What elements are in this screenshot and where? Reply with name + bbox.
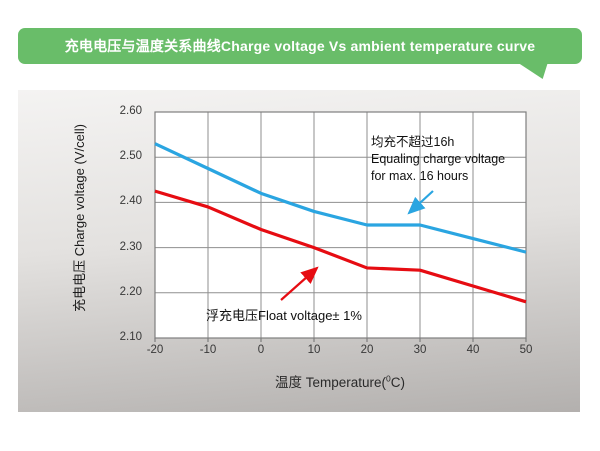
x-tick-label: 10 [307,344,321,356]
float-arrow-icon [280,266,319,301]
chart-title: 充电电压与温度关系曲线Charge voltage Vs ambient tem… [64,38,536,54]
y-tick-label: 2.50 [119,150,142,163]
annotation-equalizing-charge: 均充不超过16h Equaling charge voltage for max… [371,135,506,183]
float-voltage-line [154,189,527,304]
title-banner: 充电电压与温度关系曲线Charge voltage Vs ambient tem… [18,28,582,64]
y-tick-label: 2.60 [119,105,142,117]
y-tick-label: 2.40 [119,195,142,208]
annotation-float-voltage: 浮充电压Float voltage± 1% [206,308,362,323]
equalize-arrow-icon [407,190,434,215]
grid-lines [155,112,526,338]
plot-area [155,112,526,338]
y-tick-label: 2.20 [119,285,142,298]
x-tick-label: 50 [519,344,533,356]
x-tick-label: -20 [146,344,164,356]
x-axis-title: 温度 Temperature(0C) [274,373,406,391]
x-tick-label: 40 [466,344,480,356]
equalizing-charge-line [154,142,527,254]
plot-border [154,111,527,339]
x-tick-label: -10 [199,344,217,356]
y-tick-label: 2.30 [119,240,142,253]
y-tick-label: 2.10 [119,331,142,343]
axis-ticks [154,338,527,342]
x-tick-label: 30 [413,344,427,356]
x-tick-label: 20 [360,344,374,356]
y-axis-title: 充电电压 Charge voltage (V/cell) [72,124,87,312]
x-tick-label: 0 [257,344,265,356]
